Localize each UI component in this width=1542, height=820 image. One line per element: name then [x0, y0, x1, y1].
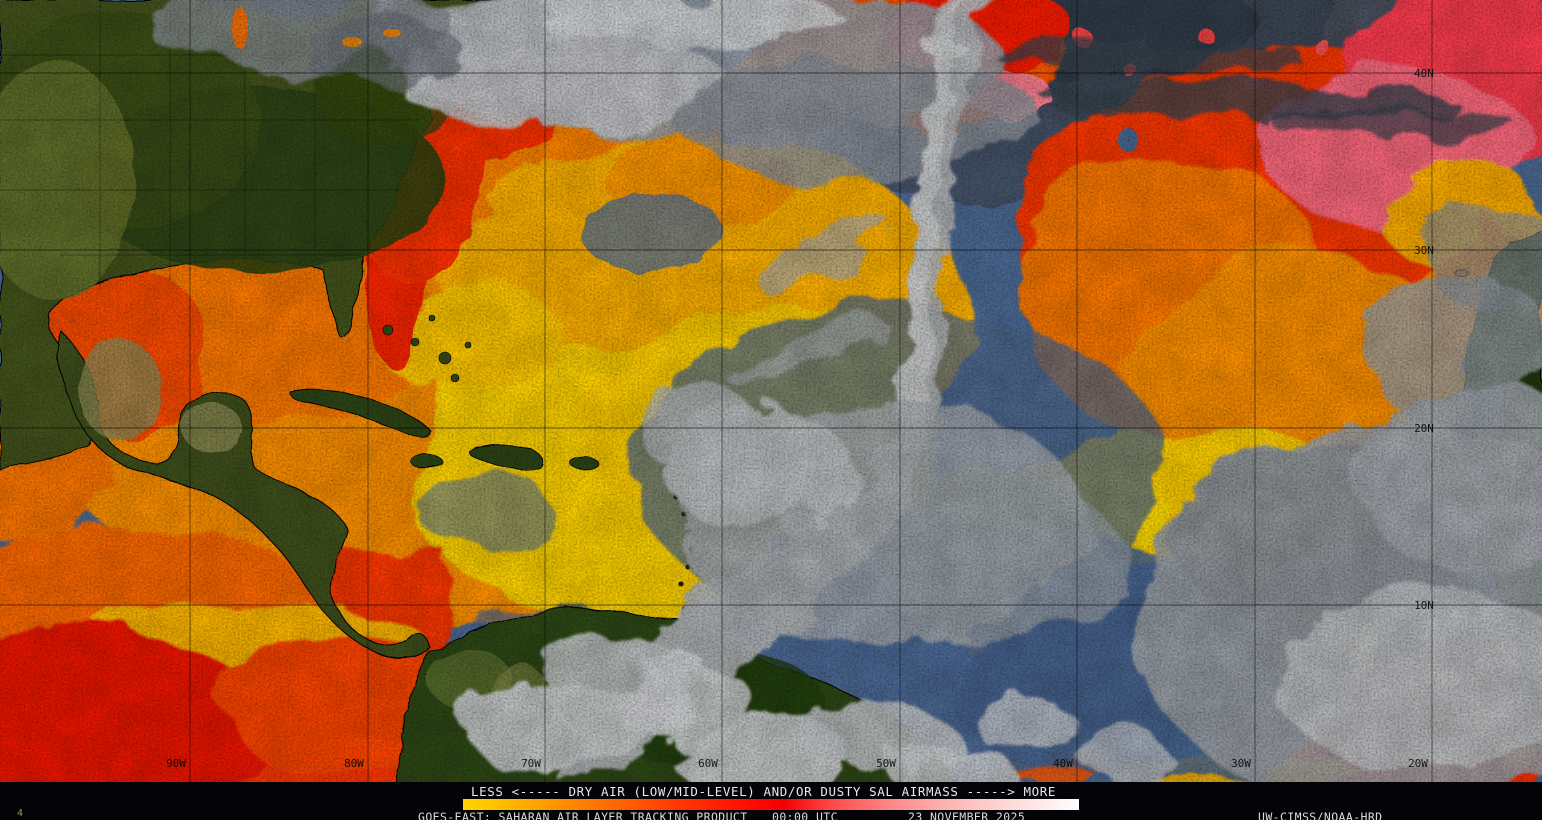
lon-label: 60W: [698, 757, 718, 770]
product-time: 00:00 UTC: [772, 810, 838, 820]
legend-strip: LESS <----- DRY AIR (LOW/MID-LEVEL) AND/…: [0, 782, 1542, 820]
product-credit: UW-CIMSS/NOAA-HRD: [1258, 810, 1383, 820]
lat-label: 20N: [1414, 422, 1434, 435]
product-title: GOES-EAST: SAHARAN AIR LAYER TRACKING PR…: [418, 810, 748, 820]
lon-label: 50W: [876, 757, 896, 770]
colorbar-caption: LESS <----- DRY AIR (LOW/MID-LEVEL) AND/…: [471, 784, 1057, 799]
satellite-map: 90W 80W 70W 60W 50W 40W 30W 20W 40N 30N 20N 10N: [0, 0, 1542, 782]
corner-mark: 4: [17, 808, 24, 819]
grain-texture: [0, 0, 1542, 782]
product-info-line: GOES-EAST: SAHARAN AIR LAYER TRACKING PR…: [0, 810, 1542, 820]
lon-label: 90W: [166, 757, 186, 770]
lat-label: 40N: [1414, 67, 1434, 80]
lon-label: 20W: [1408, 757, 1428, 770]
product-date: 23 NOVEMBER 2025: [908, 810, 1026, 820]
lon-label: 30W: [1231, 757, 1251, 770]
lon-label: 70W: [521, 757, 541, 770]
latlon-grid: 90W 80W 70W 60W 50W 40W 30W 20W 40N 30N 20N 10N: [0, 0, 1542, 782]
lon-label: 80W: [344, 757, 364, 770]
lat-label: 30N: [1414, 244, 1434, 257]
lat-label: 10N: [1414, 599, 1434, 612]
satellite-map-canvas: 90W 80W 70W 60W 50W 40W 30W 20W 40N 30N 20N 10N: [0, 0, 1542, 782]
lon-label: 40W: [1053, 757, 1073, 770]
colorbar: [463, 799, 1079, 810]
